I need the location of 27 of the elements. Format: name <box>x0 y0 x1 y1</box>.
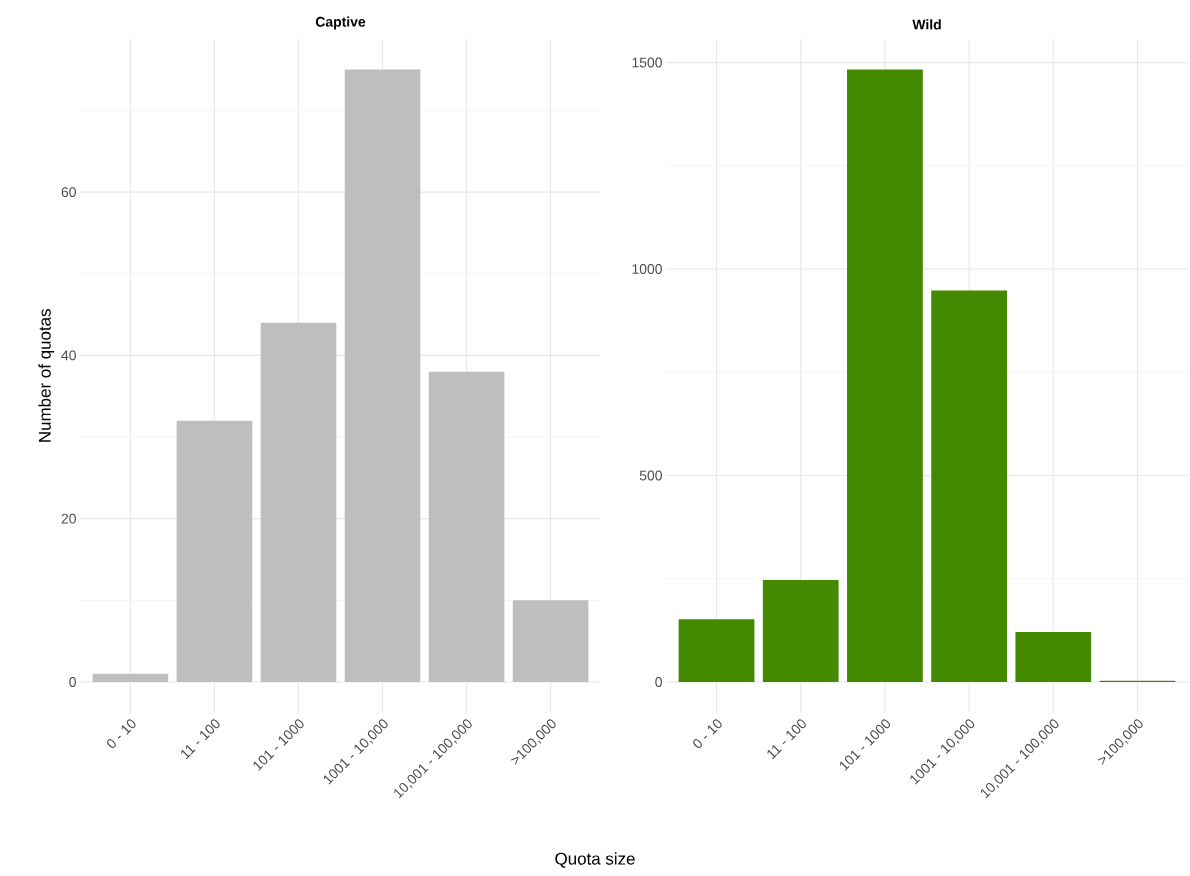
bar <box>1015 632 1092 682</box>
y-tick-label: 0 <box>655 677 662 687</box>
y-tick-label: 20 <box>61 513 76 524</box>
y-tick-label: 40 <box>61 350 76 361</box>
y-tick-label: 0 <box>69 677 76 687</box>
bar <box>931 290 1007 682</box>
y-tick-label: 500 <box>639 470 662 481</box>
bar <box>344 69 421 682</box>
bar <box>260 322 337 682</box>
x-tick-label: 0 - 10 <box>106 719 136 748</box>
chart-title: Wild <box>912 19 941 30</box>
y-tick-label: 1000 <box>632 264 662 274</box>
x-tick-label: 11 - 100 <box>181 719 220 760</box>
bar <box>92 673 169 682</box>
bar <box>176 420 253 682</box>
x-tick-label: 0 - 10 <box>693 719 722 748</box>
bar <box>847 69 923 682</box>
x-axis-title: Quota size <box>555 852 635 868</box>
bar <box>678 619 755 682</box>
y-axis-title: Number of quotas <box>38 309 55 442</box>
x-tick-label: 11 - 100 <box>767 719 806 760</box>
chart-title: Captive <box>315 16 366 30</box>
y-tick-label: 60 <box>61 187 76 198</box>
bar <box>762 579 839 682</box>
y-tick-label: 1500 <box>632 57 662 68</box>
bar <box>428 371 505 682</box>
bar <box>512 600 589 682</box>
